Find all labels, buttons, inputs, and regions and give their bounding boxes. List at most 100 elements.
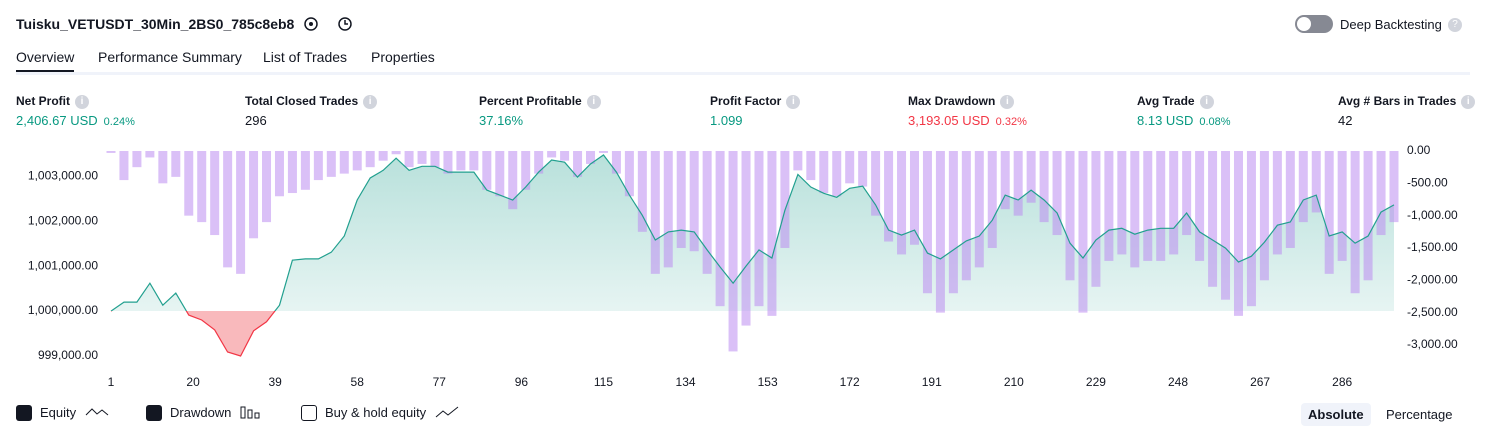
drawdown-bar [197, 151, 207, 223]
drawdown-bar [922, 151, 932, 294]
drawdown-bar [313, 151, 323, 181]
buy-hold-icon [435, 406, 459, 418]
drawdown-bar [223, 151, 233, 268]
metric-value-text: 37.16% [479, 113, 524, 128]
tab[interactable]: Performance Summary [98, 49, 242, 65]
toggle-switch[interactable] [1294, 14, 1334, 34]
metric-value: 37.16% [479, 113, 523, 128]
y-tick-label: 1,000,000.00 [28, 303, 98, 317]
mode-button[interactable]: Absolute [1301, 403, 1371, 426]
drawdown-toggle[interactable]: Drawdown [146, 405, 261, 421]
y-tick-label: 1,003,000.00 [28, 168, 98, 182]
drawdown-bar [1026, 151, 1036, 203]
drawdown-bar [845, 151, 855, 184]
drawdown-bar [1298, 151, 1308, 223]
info-icon[interactable]: i [1461, 95, 1476, 109]
x-tick-label: 248 [1168, 375, 1188, 389]
tab[interactable]: Overview [16, 49, 75, 73]
drawdown-bar [650, 151, 660, 274]
mode-button[interactable]: Percentage [1386, 407, 1453, 422]
info-icon[interactable]: i [1000, 95, 1015, 109]
drawdown-bar [1039, 151, 1049, 223]
x-tick-label: 210 [1004, 375, 1024, 389]
drawdown-bar [495, 151, 505, 197]
metric-label-text: Max Drawdown [908, 94, 996, 108]
equity-toggle[interactable]: Equity [16, 405, 112, 421]
drawdown-bar [1117, 151, 1127, 255]
x-tick-label: 115 [594, 375, 613, 389]
equity-label: Equity [40, 405, 77, 420]
drawdown-bar [1104, 151, 1114, 261]
header-icons[interactable] [302, 14, 356, 34]
metric-value-text: 3,193.05 USD [908, 113, 990, 128]
drawdown-bar [1000, 151, 1010, 210]
drawdown-bar [171, 151, 181, 177]
drawdown-bar [858, 151, 868, 187]
metric-label-text: Percent Profitable [479, 94, 582, 108]
info-icon[interactable]: i [363, 95, 378, 109]
tab[interactable]: List of Trades [263, 49, 348, 65]
drawdown-bar [1259, 151, 1269, 281]
drawdown-bar [754, 151, 764, 307]
drawdown-bar [663, 151, 673, 268]
metric-label: Profit Factor i [710, 94, 801, 109]
drawdown-bar [1065, 151, 1075, 281]
drawdown-label: Drawdown [170, 405, 232, 420]
x-tick-label: 77 [433, 375, 447, 389]
drawdown-bar [1208, 151, 1218, 287]
drawdown-bar [897, 151, 907, 255]
metric-value: 296 [245, 113, 267, 128]
drawdown-bar [365, 151, 375, 168]
drawdown-bar [884, 151, 894, 242]
metric-value: 8.13 USD 0.08% [1137, 113, 1231, 128]
drawdown-bar [948, 151, 958, 294]
drawdown-bar [1052, 151, 1062, 236]
drawdown-bar [378, 151, 388, 161]
equity-loss-area [111, 311, 275, 356]
drawdown-bar [300, 151, 310, 190]
drawdown-bar [158, 151, 168, 184]
x-tick-label: 39 [268, 375, 282, 389]
metric-value-text: 8.13 USD [1137, 113, 1194, 128]
y-tick-label: 999,000.00 [38, 348, 98, 362]
drawdown-icon [240, 406, 260, 419]
drawdown-bar [611, 151, 621, 174]
metric-value: 42 [1338, 113, 1352, 128]
x-tick-label: 172 [840, 375, 860, 389]
info-icon[interactable]: i [586, 95, 601, 109]
drawdown-bar [534, 151, 544, 174]
drawdown-bar [1156, 151, 1166, 261]
x-tick-label: 20 [186, 375, 200, 389]
chart: 999,000.00 1,000,000.00 1,001,000.00 1,002,… [28, 143, 1458, 389]
drawdown-bar [987, 151, 997, 248]
info-icon[interactable]: i [1199, 95, 1214, 109]
drawdown-bar [1324, 151, 1334, 274]
drawdown-bar [274, 151, 284, 197]
y2-tick-label: -2,000.00 [1407, 272, 1458, 286]
metric-label-text: Avg # Bars in Trades [1338, 94, 1457, 108]
y2-tick-label: -3,000.00 [1407, 337, 1458, 351]
drawdown-bar [961, 151, 971, 281]
y2-tick-label: -1,500.00 [1407, 240, 1458, 254]
drawdown-bar [676, 151, 686, 248]
drawdown-bar [236, 151, 246, 274]
drawdown-bar [547, 151, 557, 158]
x-tick-label: 134 [676, 375, 696, 389]
drawdown-bar [184, 151, 194, 216]
buy-hold-toggle[interactable]: Buy & hold equity [301, 405, 460, 421]
tab[interactable]: Properties [371, 49, 435, 65]
drawdown-bar [1233, 151, 1243, 316]
drawdown-bar [1143, 151, 1153, 261]
help-icon[interactable]: ? [1448, 18, 1462, 32]
drawdown-bar [1376, 151, 1386, 236]
info-icon[interactable]: i [786, 95, 801, 109]
metric-value-text: 42 [1338, 113, 1353, 128]
info-icon[interactable]: i [75, 95, 89, 109]
drawdown-bar [1182, 151, 1192, 236]
y2-tick-label: 0.00 [1407, 143, 1431, 157]
drawdown-bar [132, 151, 142, 168]
drawdown-bar [456, 151, 466, 171]
drawdown-bar [249, 151, 259, 239]
metric-label: Percent Profitable i [479, 94, 601, 109]
drawdown-bar [624, 151, 634, 197]
